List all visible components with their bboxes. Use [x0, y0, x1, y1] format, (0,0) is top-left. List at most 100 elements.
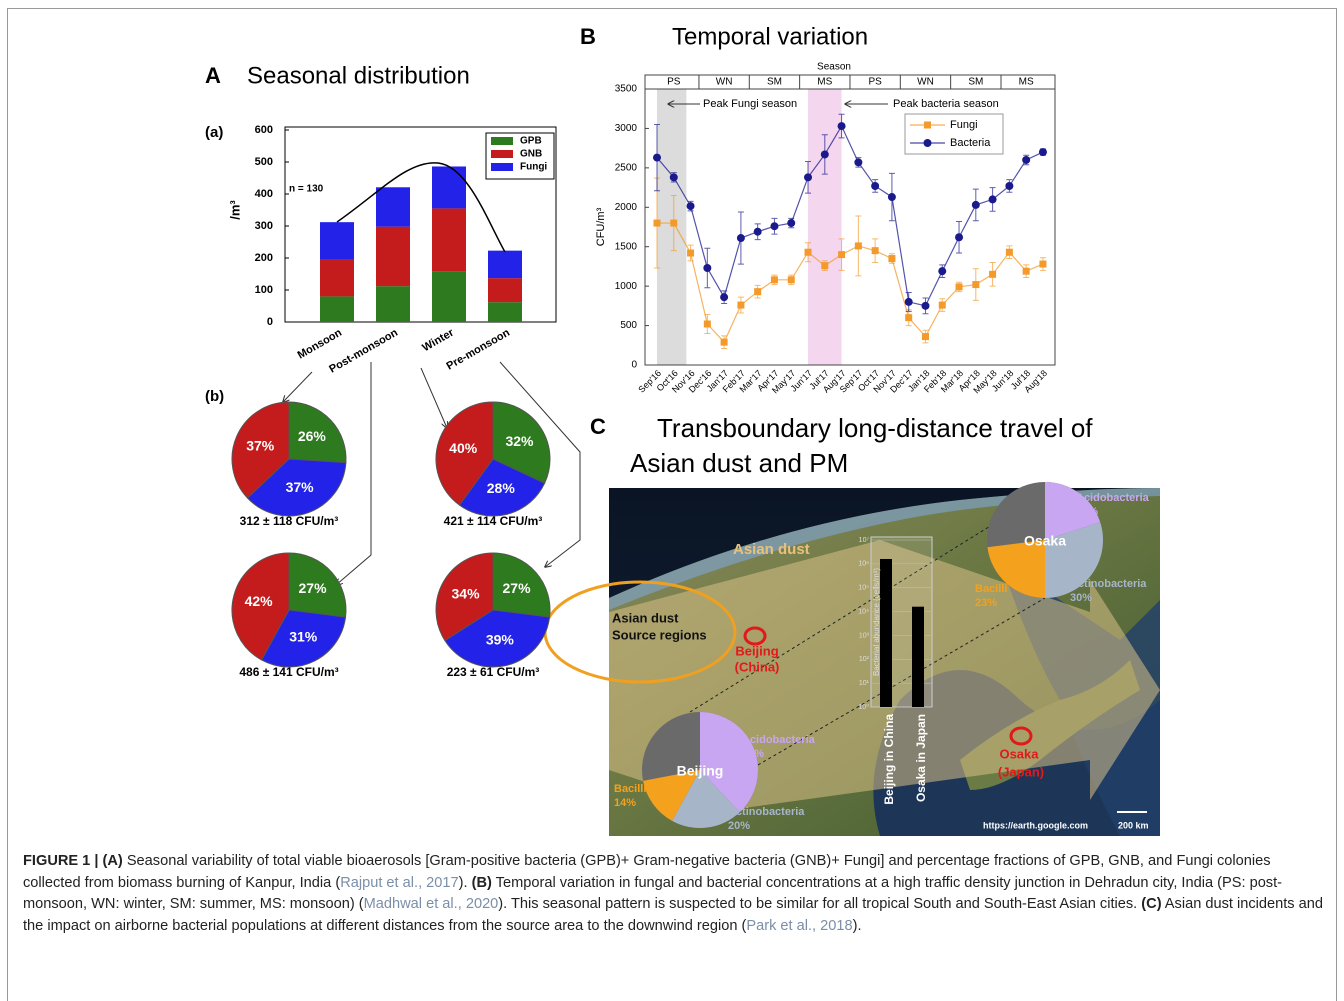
pie-slice	[231, 401, 290, 499]
y-axis-label: /m³	[227, 200, 242, 220]
point	[854, 158, 863, 167]
annotation: n = 130	[289, 184, 324, 195]
map-label: Beijing	[735, 643, 778, 658]
caption-plain: ). This seasonal pattern is suspected to…	[498, 896, 1142, 912]
legend-swatch	[491, 163, 513, 171]
slice-name: Bacilli	[975, 583, 1007, 595]
point	[653, 153, 661, 162]
pie-slice	[492, 401, 551, 484]
shade	[657, 89, 687, 365]
arrows	[283, 361, 581, 585]
point	[687, 249, 695, 257]
season-label: SM	[767, 77, 782, 88]
point	[821, 262, 829, 270]
pie-slice	[435, 552, 494, 642]
point	[787, 276, 795, 284]
slice-label: 37%	[246, 437, 275, 453]
subpanel-label: (a)	[205, 124, 223, 141]
caption-plain: Temporal variation in fungal and bacteri…	[23, 874, 1283, 913]
point	[838, 251, 846, 259]
pie-slice	[1045, 522, 1103, 598]
point	[770, 276, 778, 284]
season-label: WN	[716, 77, 733, 88]
slice-label: 23%	[975, 597, 997, 609]
point	[854, 242, 862, 250]
point	[736, 234, 745, 243]
pie-slice	[987, 540, 1045, 598]
x-tick-label: Osaka in Japan	[914, 714, 928, 802]
season-label: PS	[667, 77, 681, 88]
point	[770, 222, 779, 231]
pie-title: Beijing	[677, 763, 724, 779]
y-tick-label: 500	[255, 156, 273, 168]
panel-title: Seasonal distribution	[247, 62, 470, 89]
slice-label: 38%	[742, 748, 764, 760]
pie-slice	[458, 458, 546, 517]
point	[653, 219, 661, 227]
bar-segment	[320, 259, 354, 297]
point	[938, 267, 947, 276]
bar-segment	[488, 302, 522, 322]
slice-name: Actinobacteria	[728, 806, 805, 818]
season-title: Season	[817, 62, 851, 73]
y-tick-label: 10²	[859, 656, 870, 663]
legend-marker	[924, 121, 931, 129]
figure-border	[7, 8, 1337, 1001]
legend-swatch	[491, 137, 513, 145]
pie-slice	[672, 770, 740, 828]
annotation: Peak Fungi season	[703, 98, 797, 110]
caption-bold: (B)	[471, 874, 492, 891]
pie-slice	[643, 770, 700, 821]
caption-link[interactable]: Madhwal et al., 2020	[363, 896, 499, 912]
bar-segment	[432, 271, 466, 322]
slice-label: 40%	[449, 440, 478, 456]
map-label: (Japan)	[998, 764, 1044, 779]
map-label: (China)	[735, 659, 780, 674]
pie-title: Osaka	[1024, 533, 1066, 549]
panel-title: Transboundary long-distance travel of	[657, 413, 1093, 443]
legend-marker	[923, 139, 932, 147]
pie-caption: 486 ± 141 CFU/m³	[239, 665, 338, 679]
caption-plain: ).	[458, 874, 472, 891]
point	[938, 301, 946, 309]
pie-caption: 312 ± 118 CFU/m³	[240, 514, 339, 528]
y-tick-label: 10⁷	[859, 537, 870, 544]
point	[837, 122, 846, 131]
point	[871, 247, 879, 255]
caption-link[interactable]: Park et al., 2018	[746, 917, 853, 934]
y-tick-label: 3500	[615, 84, 638, 95]
y-axis-label: Bacterial abundance (cells/m³)	[872, 568, 881, 676]
point	[720, 338, 728, 346]
legend-swatch	[491, 150, 513, 158]
slice-label: 32%	[505, 433, 534, 449]
season-label: PS	[868, 77, 882, 88]
bar-segment	[376, 286, 410, 322]
y-tick-label: 300	[255, 220, 273, 232]
x-tick-label: Beijing in China	[882, 714, 896, 805]
series-line	[657, 222, 1044, 344]
slice-label: 37%	[286, 479, 315, 495]
point	[703, 264, 712, 273]
point	[754, 288, 762, 296]
panel-title: Temporal variation	[672, 23, 868, 50]
plot-frame	[284, 126, 557, 323]
point	[737, 301, 745, 309]
point	[753, 227, 762, 236]
point	[871, 181, 880, 190]
point	[989, 270, 997, 278]
pie-slice	[700, 712, 758, 813]
bar-segment	[488, 278, 522, 303]
legend-label: Fungi	[950, 119, 978, 131]
x-tick-label: Pre-monsoon	[445, 327, 513, 373]
slice-label: 26%	[298, 428, 327, 444]
shade	[808, 89, 842, 365]
season-label: MS	[1019, 77, 1034, 88]
bar	[880, 558, 892, 707]
y-tick-label: 10⁴	[858, 608, 869, 615]
point	[888, 255, 896, 263]
caption-link[interactable]: Rajput et al., 2017	[340, 874, 459, 891]
point	[804, 173, 813, 182]
point	[972, 281, 980, 289]
x-tick-label: Winter	[420, 326, 456, 354]
